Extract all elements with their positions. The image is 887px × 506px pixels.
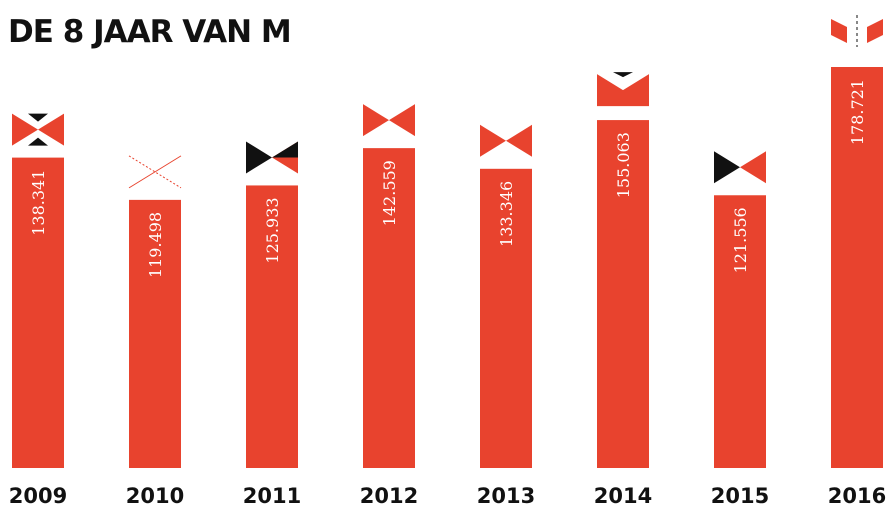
- bar: [129, 199, 181, 468]
- decoration: [246, 141, 298, 174]
- x-tick-label: 2016: [828, 484, 886, 506]
- ornament: [28, 113, 48, 122]
- value-label: 142.559: [380, 160, 399, 226]
- ornament: [363, 104, 389, 137]
- x-tick-label: 2012: [360, 484, 418, 506]
- ornament: [506, 124, 532, 157]
- ornament: [28, 137, 48, 146]
- x-tick-label: 2013: [477, 484, 535, 506]
- bar: [831, 67, 883, 468]
- value-label: 155.063: [614, 132, 633, 198]
- ornament: [714, 151, 740, 184]
- x-tick-label: 2010: [126, 484, 184, 506]
- bar: [597, 120, 649, 468]
- ornament: [613, 72, 633, 78]
- bar: [480, 168, 532, 468]
- ornament: [272, 141, 298, 158]
- ornament: [38, 113, 64, 146]
- bar: [363, 148, 415, 468]
- decoration: [714, 151, 766, 184]
- value-label: 138.341: [29, 170, 48, 236]
- decoration: [480, 124, 532, 157]
- ornament: [12, 113, 38, 146]
- chart-title: DE 8 JAAR VAN M: [8, 14, 291, 50]
- bar: [246, 185, 298, 468]
- value-label: 121.556: [731, 207, 750, 273]
- ornament: [246, 141, 272, 174]
- value-label: 133.346: [497, 181, 516, 247]
- ornament: [597, 74, 649, 107]
- decoration: [831, 15, 883, 47]
- ornament: [867, 19, 883, 43]
- value-label: 119.498: [146, 212, 165, 278]
- x-tick-label: 2015: [711, 484, 769, 506]
- x-tick-label: 2011: [243, 484, 301, 506]
- decoration: [363, 104, 415, 137]
- x-tick-label: 2014: [594, 484, 652, 506]
- ornament: [389, 104, 415, 137]
- ornament: [740, 151, 766, 184]
- x-tick-label: 2009: [9, 484, 67, 506]
- decoration: [597, 72, 649, 107]
- bar: [12, 157, 64, 468]
- ornament: [831, 19, 847, 43]
- bar: [714, 195, 766, 468]
- value-label: 178.721: [848, 79, 867, 145]
- ornament: [480, 124, 506, 157]
- ornament: [128, 155, 182, 189]
- decoration: [12, 113, 64, 146]
- value-label: 125.933: [263, 197, 282, 263]
- decoration: [128, 155, 182, 189]
